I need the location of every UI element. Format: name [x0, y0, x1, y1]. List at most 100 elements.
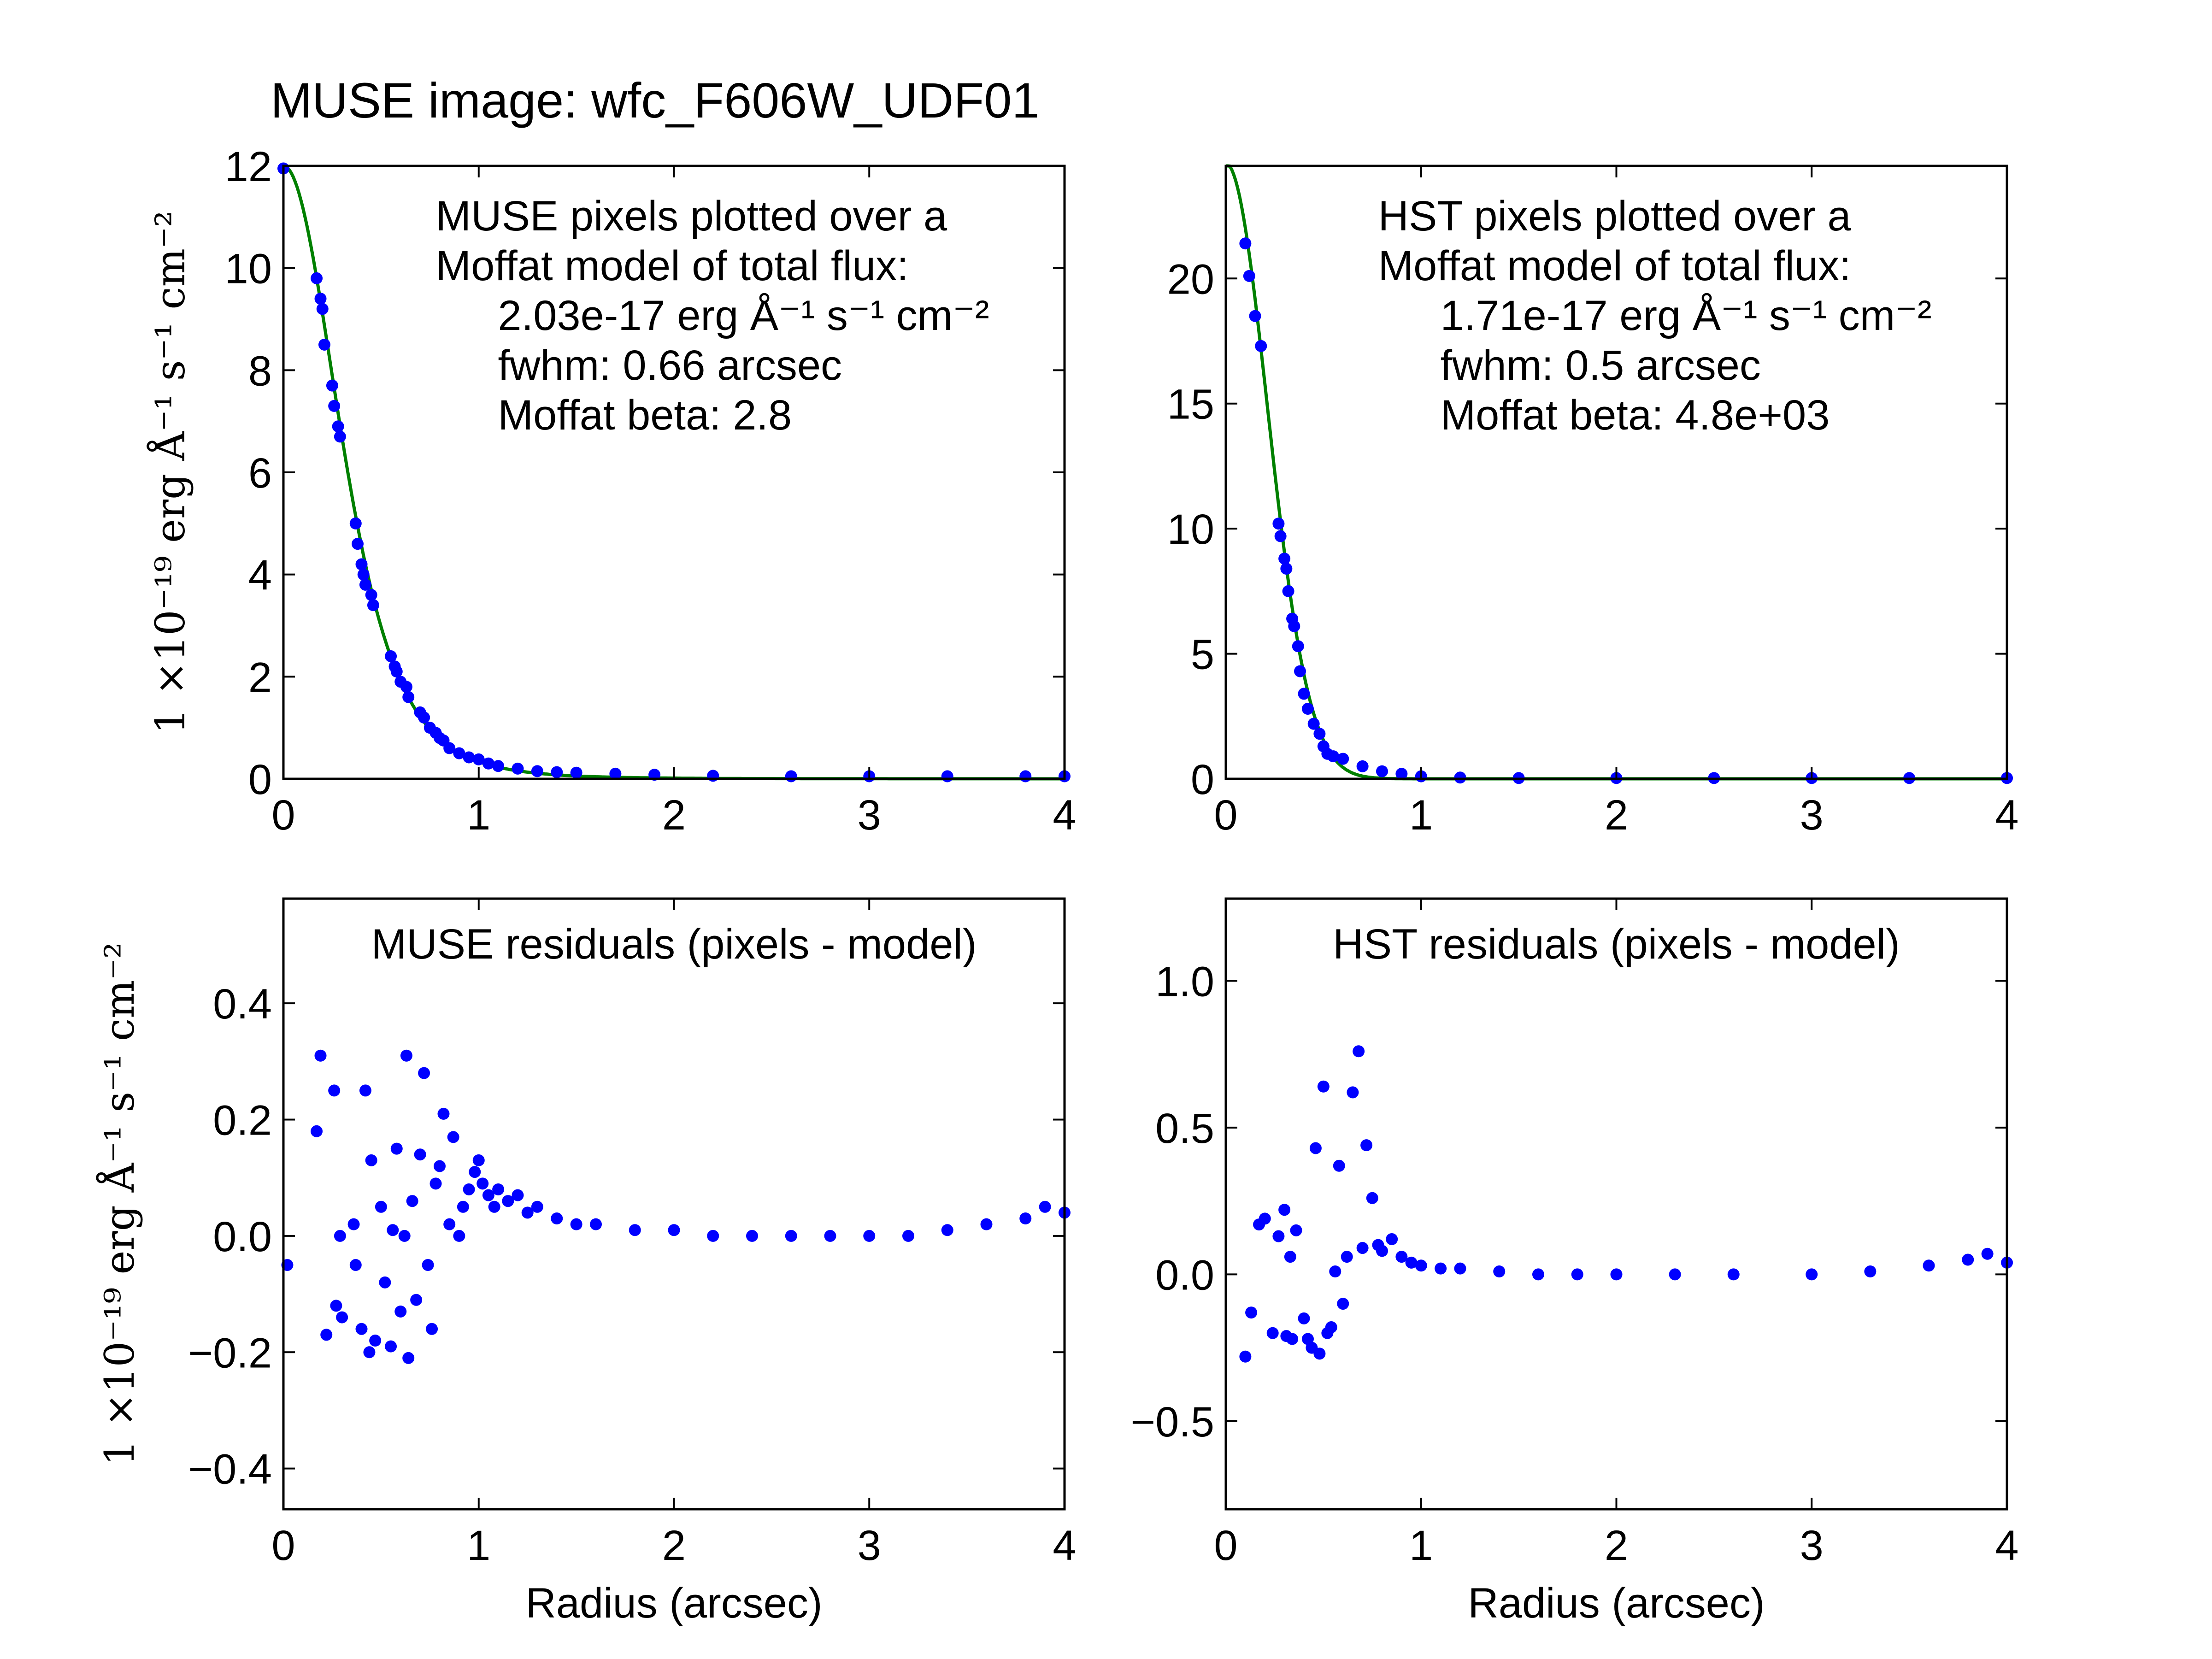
annotation-line: Moffat model of total flux: — [1378, 242, 1851, 289]
y-tick-label: 20 — [1167, 256, 1214, 303]
data-point — [447, 1131, 459, 1143]
data-point — [477, 1177, 489, 1190]
x-tick-label: 3 — [1800, 792, 1824, 839]
data-point — [398, 1230, 411, 1242]
data-point — [492, 1183, 505, 1195]
data-point — [512, 1189, 524, 1201]
data-point — [785, 770, 797, 782]
x-tick-label: 3 — [1800, 1522, 1824, 1569]
y-tick-label: 0.0 — [1155, 1252, 1214, 1299]
data-point — [1019, 1212, 1032, 1225]
data-point — [1280, 563, 1293, 575]
data-point — [453, 747, 465, 759]
data-point — [379, 1276, 391, 1288]
data-point — [385, 1340, 397, 1353]
data-point — [1327, 750, 1340, 763]
data-point — [429, 1177, 442, 1190]
data-point — [1610, 1268, 1623, 1281]
data-point — [1366, 1192, 1378, 1204]
y-tick-label: −0.4 — [188, 1446, 272, 1493]
y-tick-label: 4 — [248, 552, 272, 599]
data-point — [1435, 1262, 1447, 1275]
data-point — [1981, 1247, 1994, 1260]
data-point — [521, 1206, 534, 1219]
data-point — [1298, 1312, 1310, 1324]
data-point — [1329, 1265, 1341, 1278]
data-point — [328, 400, 341, 412]
data-point — [1294, 665, 1306, 677]
data-point — [394, 1305, 407, 1318]
y-axis-label: 1 ×10⁻¹⁹ erg Å⁻¹ s⁻¹ cm⁻² — [96, 942, 143, 1466]
data-point — [330, 1300, 342, 1312]
data-point — [355, 1323, 368, 1335]
annotation-line: Moffat model of total flux: — [436, 242, 909, 289]
data-point — [347, 1218, 360, 1230]
data-point — [334, 430, 346, 443]
data-point — [410, 1294, 423, 1306]
data-point — [1317, 1080, 1330, 1093]
annotation-line: MUSE pixels plotted over a — [436, 193, 947, 240]
y-axis-label: 1 ×10⁻¹⁹ erg Å⁻¹ s⁻¹ cm⁻² — [147, 211, 194, 734]
data-point — [1313, 1347, 1326, 1360]
data-point — [1353, 1045, 1365, 1058]
data-point — [863, 1230, 876, 1242]
data-point — [349, 1259, 362, 1271]
data-point — [1284, 1251, 1296, 1263]
data-point — [1454, 1262, 1466, 1275]
data-point — [332, 420, 344, 433]
data-point — [357, 568, 370, 581]
data-point — [1292, 640, 1304, 653]
data-point — [414, 1148, 426, 1161]
data-point — [502, 1195, 514, 1207]
data-point — [400, 681, 412, 693]
data-point — [472, 1154, 485, 1166]
data-point — [1376, 765, 1388, 777]
data-point — [1272, 518, 1285, 530]
y-tick-label: 0.2 — [213, 1097, 272, 1144]
x-tick-label: 2 — [662, 1522, 686, 1569]
data-point — [328, 1084, 341, 1097]
x-tick-label: 4 — [1995, 1522, 2018, 1569]
data-point — [1347, 1086, 1359, 1099]
x-tick-label: 0 — [271, 792, 295, 839]
x-tick-label: 1 — [467, 1522, 490, 1569]
data-point — [1333, 1159, 1345, 1172]
data-point — [1286, 1333, 1299, 1345]
data-point — [387, 1224, 399, 1236]
data-point — [551, 1212, 563, 1225]
data-point — [1239, 1350, 1252, 1363]
annotation-line: fwhm: 0.66 arcsec — [498, 342, 842, 389]
data-point — [531, 1200, 543, 1213]
data-point — [314, 293, 327, 305]
data-point — [1864, 1265, 1877, 1278]
data-point — [1493, 1265, 1506, 1278]
data-point — [1298, 688, 1310, 700]
panel-title: MUSE residuals (pixels - model) — [371, 921, 977, 968]
x-tick-label: 2 — [1605, 1522, 1628, 1569]
data-point — [1337, 753, 1349, 765]
x-tick-label: 1 — [1409, 1522, 1433, 1569]
hst_residuals-panel: 0 1 2 3 4 −0.5 0.0 0.5 1.0 HST residuals (pixels … — [1130, 897, 2019, 1627]
data-point — [437, 1107, 450, 1120]
data-point — [336, 1311, 348, 1324]
x-tick-label: 0 — [271, 1522, 295, 1569]
data-point — [463, 751, 475, 764]
data-point — [463, 1183, 475, 1195]
data-point — [1278, 553, 1291, 565]
data-point — [1290, 1224, 1302, 1236]
data-point — [375, 1200, 387, 1213]
data-point — [422, 1259, 434, 1271]
data-point — [406, 1195, 418, 1207]
data-point — [443, 742, 456, 754]
annotation-line: HST pixels plotted over a — [1378, 193, 1852, 240]
muse_residuals-panel: 0 1 2 3 4 −0.4 −0.2 0.0 0.2 0.4 MUSE residuals (pi… — [96, 897, 1077, 1627]
x-tick-label: 4 — [1995, 792, 2018, 839]
y-tick-label: −0.2 — [188, 1330, 272, 1377]
y-tick-label: 5 — [1191, 631, 1214, 678]
data-point — [469, 1166, 481, 1178]
data-point — [318, 338, 330, 351]
